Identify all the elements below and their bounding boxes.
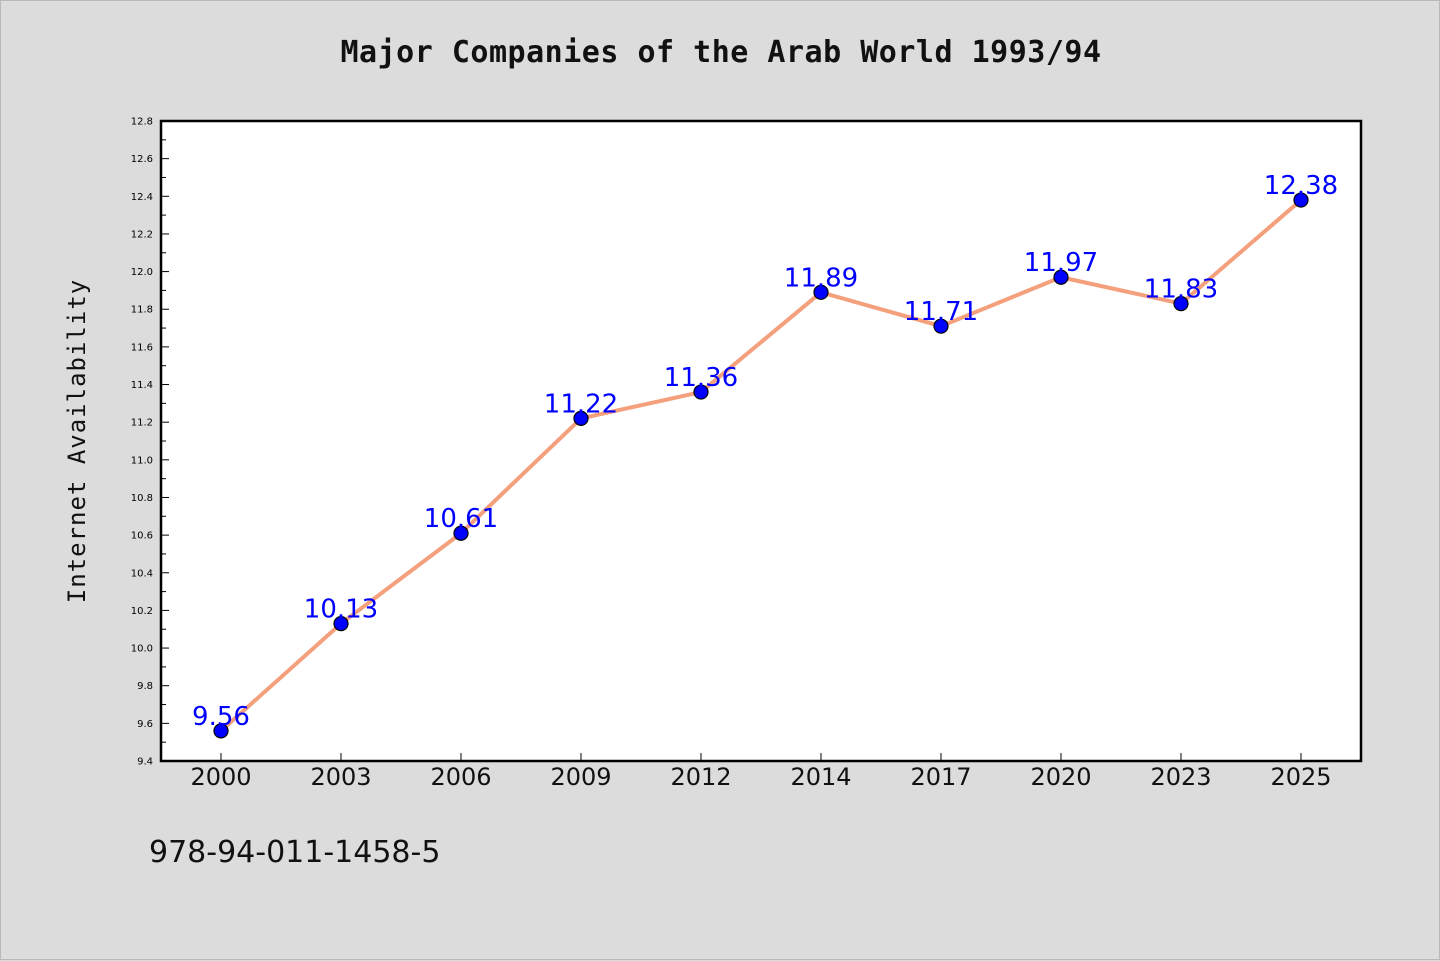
y-tick-label: 10.2 xyxy=(131,606,153,617)
y-tick-label: 9.6 xyxy=(137,719,153,730)
y-tick-label: 12.8 xyxy=(131,117,153,128)
y-tick-label: 11.4 xyxy=(131,380,153,391)
x-tick-label: 2017 xyxy=(910,763,971,791)
y-tick-label: 12.2 xyxy=(131,229,153,240)
data-label: 11.36 xyxy=(664,363,738,393)
x-tick-label: 2014 xyxy=(790,763,851,791)
data-label: 10.13 xyxy=(304,595,378,625)
data-label: 11.89 xyxy=(784,263,858,293)
y-tick-label: 12.0 xyxy=(131,267,153,278)
data-point xyxy=(333,615,349,632)
data-point xyxy=(1293,192,1309,208)
y-tick-label: 11.6 xyxy=(131,342,153,353)
chart-title: Major Companies of the Arab World 1993/9… xyxy=(340,35,1102,70)
data-point xyxy=(1053,269,1069,285)
y-tick-label: 11.2 xyxy=(131,418,153,429)
y-tick-label: 9.4 xyxy=(137,757,153,768)
y-tick-label: 10.4 xyxy=(131,568,153,579)
x-tick-label: 2012 xyxy=(670,763,731,791)
data-point xyxy=(213,723,229,739)
data-label: 11.83 xyxy=(1144,275,1218,305)
data-point xyxy=(1173,295,1189,312)
x-tick-label: 2025 xyxy=(1270,763,1331,791)
y-tick-label: 12.4 xyxy=(131,192,153,203)
plot-area xyxy=(159,119,1363,763)
y-tick-label: 11.8 xyxy=(131,305,153,316)
data-label: 9.56 xyxy=(192,702,250,732)
data-label: 11.71 xyxy=(904,297,978,327)
x-tick-label: 2020 xyxy=(1030,763,1091,791)
data-label: 12.38 xyxy=(1264,171,1338,201)
data-point xyxy=(453,525,469,541)
y-axis-label: Internet Availability xyxy=(63,279,91,603)
y-tick-label: 10.8 xyxy=(131,493,153,504)
data-point xyxy=(933,318,949,334)
isbn-code: 978-94-011-1458-5 xyxy=(149,835,441,870)
data-label: 11.22 xyxy=(544,389,618,419)
y-tick-label: 10.6 xyxy=(131,531,153,542)
y-tick-label: 12.6 xyxy=(131,154,153,165)
x-tick-label: 2003 xyxy=(310,763,371,791)
x-tick-label: 2000 xyxy=(190,763,251,791)
data-point xyxy=(813,284,829,300)
series-line xyxy=(219,198,1303,733)
x-tick-label: 2009 xyxy=(550,763,611,791)
y-tick-label: 9.8 xyxy=(137,681,153,692)
x-tick-label: 2023 xyxy=(1150,763,1211,791)
data-point xyxy=(573,410,589,427)
data-label: 10.61 xyxy=(424,504,498,534)
data-label: 11.97 xyxy=(1024,248,1098,278)
x-tick-label: 2006 xyxy=(430,763,491,791)
y-tick-label: 11.0 xyxy=(131,455,153,466)
data-point xyxy=(693,384,709,400)
y-tick-label: 10.0 xyxy=(131,644,153,655)
